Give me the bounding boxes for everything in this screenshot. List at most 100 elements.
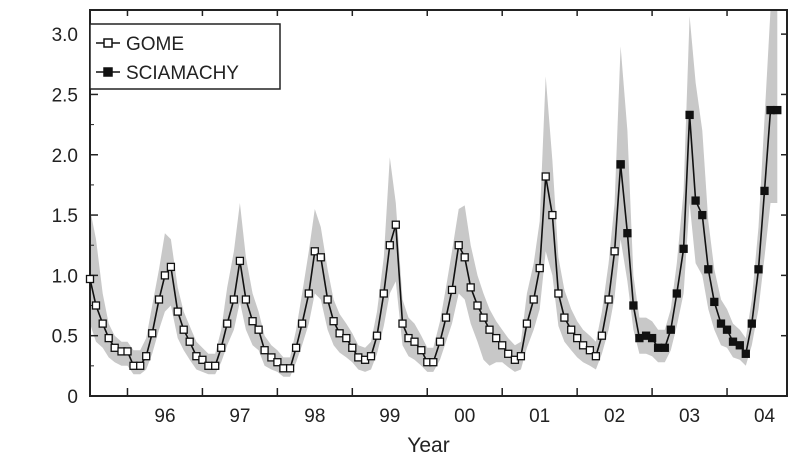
y-tick-label: 0.5: [52, 327, 78, 348]
data-point: [291, 343, 301, 352]
data-point: [747, 319, 756, 328]
y-tick-label: 0: [67, 387, 78, 408]
data-point: [273, 358, 282, 367]
data-point: [466, 283, 475, 292]
data-point: [541, 172, 550, 181]
data-point: [110, 343, 119, 352]
data-point: [316, 253, 325, 262]
data-point: [198, 355, 207, 364]
data-point: [591, 352, 601, 361]
y-tick-label: 2.0: [52, 146, 78, 167]
data-point: [522, 319, 532, 328]
x-tick-label: 98: [304, 406, 325, 427]
data-point: [629, 301, 638, 310]
data-point: [485, 325, 494, 334]
legend-marker-filled-square: [103, 67, 113, 77]
data-point: [454, 241, 463, 250]
x-tick-label: 04: [754, 406, 776, 427]
x-axis-ticks: 96 97 98 99 00 01 02 03 04: [126, 10, 776, 427]
data-point: [211, 361, 220, 370]
data-point: [710, 297, 719, 307]
data-point: [235, 256, 245, 266]
data-point: [548, 210, 557, 220]
legend: GOME SCIAMACHY: [89, 23, 281, 90]
data-point: [154, 295, 164, 304]
series: [85, 105, 782, 373]
data-point: [679, 244, 688, 253]
data-point: [635, 333, 644, 343]
data-point: [348, 343, 357, 352]
data-point: [385, 241, 394, 250]
data-point: [354, 353, 363, 362]
data-point: [310, 247, 319, 256]
data-point: [672, 289, 681, 298]
data-point: [516, 352, 526, 361]
data-point: [691, 196, 700, 205]
data-point: [504, 349, 513, 358]
legend-box: [89, 23, 281, 90]
data-point: [728, 337, 738, 346]
data-point: [653, 343, 663, 352]
data-point: [123, 347, 132, 356]
data-point: [223, 319, 232, 328]
data-point: [492, 333, 501, 343]
series-sciamachy: [616, 105, 782, 358]
data-point: [91, 301, 101, 310]
data-point: [460, 253, 469, 262]
data-point: [666, 325, 675, 334]
data-point: [297, 319, 307, 328]
data-point: [379, 289, 388, 298]
data-point: [204, 361, 213, 370]
data-point: [647, 333, 657, 343]
data-point: [166, 262, 176, 272]
data-point: [267, 353, 276, 362]
data-point: [104, 333, 113, 343]
data-point: [173, 307, 182, 316]
x-tick-label: 01: [529, 406, 550, 427]
data-point: [185, 337, 194, 346]
data-point: [716, 319, 726, 328]
x-tick-label: 00: [454, 406, 475, 427]
data-point: [417, 346, 426, 355]
data-point: [229, 295, 239, 304]
data-point: [372, 331, 382, 340]
data-point: [129, 361, 138, 370]
data-point: [604, 295, 613, 304]
data-point: [435, 337, 445, 346]
data-point: [597, 331, 607, 340]
data-point: [248, 317, 257, 326]
x-tick-label: 02: [604, 406, 625, 427]
data-point: [610, 247, 619, 256]
data-point: [735, 341, 744, 350]
y-tick-label: 1.5: [52, 206, 78, 227]
legend-entry-gome: GOME: [96, 34, 184, 55]
data-point: [704, 265, 713, 274]
data-point: [529, 295, 538, 304]
data-point: [285, 364, 295, 373]
data-point: [754, 265, 763, 274]
x-tick-label: 96: [154, 406, 175, 427]
legend-label-gome: GOME: [126, 34, 184, 55]
data-point: [623, 229, 632, 238]
x-tick-label: 03: [679, 406, 700, 427]
data-point: [535, 263, 544, 273]
legend-label-sciamachy: SCIAMACHY: [126, 63, 239, 84]
data-point: [578, 341, 588, 350]
y-tick-label: 1.0: [52, 266, 78, 287]
data-point: [473, 301, 482, 310]
data-point: [429, 358, 438, 367]
data-point: [260, 346, 269, 355]
data-point: [98, 319, 107, 328]
data-point: [254, 325, 263, 334]
y-tick-label: 3.0: [52, 25, 78, 46]
plot-frame: [89, 9, 788, 397]
x-axis-title: Year: [407, 434, 449, 457]
data-point: [698, 210, 707, 220]
y-tick-label: 2.5: [52, 85, 78, 106]
legend-entry-sciamachy: SCIAMACHY: [96, 63, 239, 84]
data-point: [279, 364, 288, 373]
data-point: [329, 317, 338, 326]
data-point: [342, 333, 351, 343]
data-point: [241, 295, 251, 304]
